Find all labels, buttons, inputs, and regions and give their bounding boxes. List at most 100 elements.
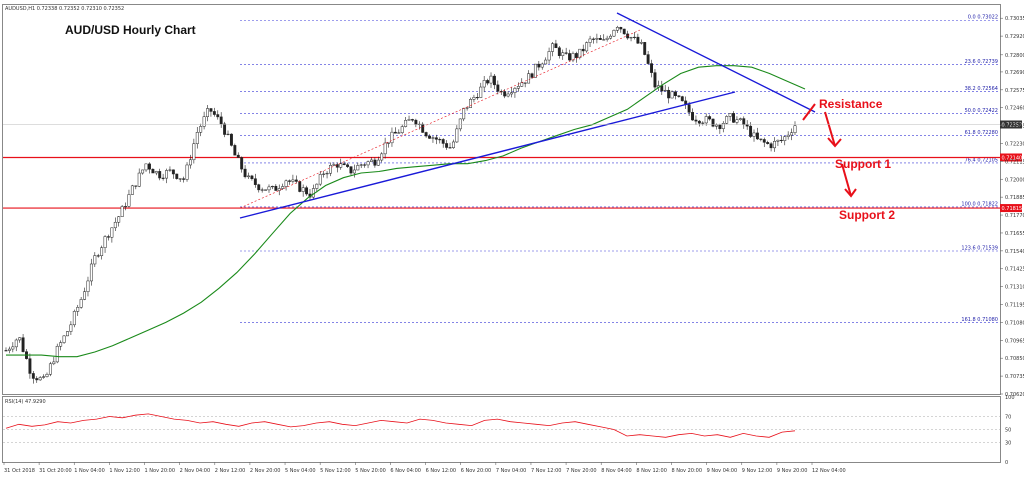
- candle: [547, 47, 551, 64]
- candle-body: [117, 216, 121, 223]
- candle: [212, 107, 216, 117]
- candle-body: [178, 178, 182, 180]
- candle-body: [154, 171, 158, 174]
- candle: [462, 107, 466, 122]
- candle-body: [527, 73, 531, 84]
- rsi-tick-label: 0: [1005, 460, 1008, 466]
- drop-arrow-1: [824, 111, 836, 147]
- support-lines: 0.72140 0.71815: [3, 153, 1022, 213]
- candle: [650, 59, 653, 78]
- candle: [622, 28, 626, 35]
- candle-body: [349, 166, 353, 174]
- candle-body: [612, 30, 616, 37]
- rsi-tick-label: 100: [1005, 395, 1015, 401]
- candle-body: [708, 116, 712, 120]
- candle-body: [404, 120, 408, 127]
- candle-body: [742, 118, 746, 125]
- candle: [390, 127, 394, 147]
- y-tick-label: 0.72575: [1005, 88, 1024, 94]
- x-tick-label: 2 Nov 12:00: [215, 468, 246, 474]
- candle: [393, 127, 397, 134]
- candle-body: [687, 104, 691, 113]
- candle-body: [257, 184, 261, 191]
- candle-body: [735, 119, 739, 123]
- x-tick-label: 6 Nov 20:00: [461, 468, 492, 474]
- candle-body: [182, 178, 186, 180]
- candle-body: [639, 42, 643, 44]
- candle: [701, 121, 705, 126]
- candle: [680, 95, 684, 102]
- candle-body: [206, 108, 209, 117]
- candle: [523, 82, 527, 88]
- candle-body: [59, 342, 63, 347]
- candle-body: [578, 48, 582, 58]
- candle-body: [400, 126, 404, 133]
- candle: [11, 342, 15, 353]
- candle-body: [226, 133, 230, 135]
- candle-body: [373, 159, 377, 166]
- candle-body: [332, 164, 336, 166]
- candle: [277, 184, 281, 196]
- candle-body: [762, 139, 766, 143]
- candle-body: [325, 172, 329, 175]
- candle: [366, 160, 370, 169]
- candle: [117, 216, 121, 227]
- candle-body: [103, 236, 107, 248]
- x-tick-label: 9 Nov 04:00: [707, 468, 738, 474]
- candle-body: [352, 169, 356, 174]
- candle: [766, 140, 770, 145]
- candle: [89, 258, 93, 286]
- candle-body: [223, 123, 227, 135]
- candle-body: [359, 164, 363, 166]
- candle: [434, 134, 438, 145]
- candle: [448, 142, 452, 149]
- candle-body: [551, 43, 554, 52]
- candle: [411, 118, 414, 122]
- rsi-line: [5, 413, 796, 438]
- candle-body: [124, 206, 127, 208]
- candle: [209, 108, 213, 117]
- x-tick-label: 1 Nov 04:00: [74, 468, 105, 474]
- candle: [83, 287, 87, 301]
- candle-body: [185, 164, 189, 180]
- candle: [612, 29, 616, 37]
- candle-body: [486, 80, 490, 84]
- candle: [188, 154, 192, 169]
- x-tick-label: 12 Nov 04:00: [812, 468, 846, 474]
- candle-body: [38, 377, 42, 381]
- time-axis: 31 Oct 2018 31 Oct 20:00 1 Nov 04:00 1 Nov …: [3, 462, 846, 474]
- candle-body: [571, 53, 575, 61]
- candle: [421, 122, 425, 133]
- candle-body: [100, 247, 104, 257]
- candle-body: [305, 187, 309, 195]
- candle-body: [755, 132, 759, 140]
- candle-body: [697, 120, 701, 124]
- candle-body: [127, 194, 131, 207]
- candle: [598, 35, 602, 40]
- candle-body: [48, 363, 52, 375]
- candle: [585, 41, 589, 53]
- drop-arrow-2-head: [844, 188, 857, 198]
- candle: [55, 343, 59, 364]
- candle: [144, 163, 148, 172]
- candle: [537, 61, 541, 71]
- candle: [199, 123, 203, 137]
- candle: [31, 371, 35, 384]
- candle-body: [663, 89, 667, 92]
- x-tick-label: 8 Nov 04:00: [601, 468, 632, 474]
- candle-body: [393, 131, 397, 134]
- candle-body: [141, 169, 145, 174]
- candle-body: [424, 132, 428, 137]
- candle-body: [455, 128, 459, 143]
- candle: [482, 76, 486, 93]
- candle: [284, 179, 288, 191]
- candle: [530, 72, 534, 80]
- fib-label: 61.8 0.72280: [965, 130, 998, 136]
- candle-body: [7, 348, 11, 351]
- candle-body: [260, 189, 264, 191]
- candle-body: [516, 86, 520, 89]
- candle: [728, 112, 732, 121]
- candle-body: [209, 108, 213, 112]
- candle: [677, 95, 681, 98]
- candle: [557, 46, 561, 59]
